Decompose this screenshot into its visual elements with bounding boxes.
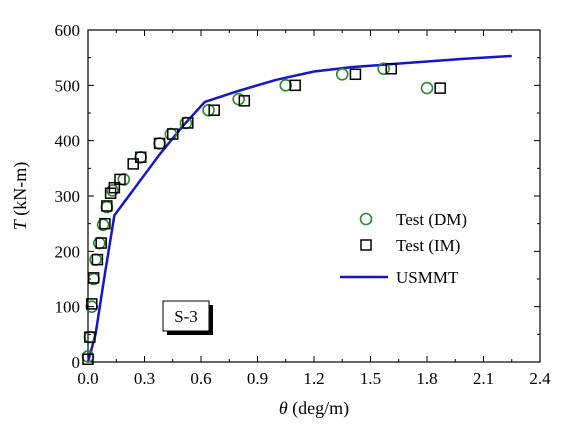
annotation-label: S-3 [174,307,198,326]
point-test-im [167,128,179,140]
point-test-dm [134,150,148,164]
x-axis-label: θ (deg/m) [279,398,349,419]
annotation-box: S-3 [162,300,213,335]
point-test-im [101,200,113,212]
legend-label-test-im: Test (IM) [396,236,460,255]
point-test-im [91,253,104,266]
point-test-im [182,117,194,129]
x-tick-label: 1.8 [416,369,437,388]
x-tick-label: 1.5 [360,369,381,388]
y-tick-label: 600 [55,21,81,40]
point-test-im [86,298,98,310]
legend-marker-test-dm [359,212,373,226]
y-tick-label: 300 [55,187,81,206]
y-tick-label: 400 [55,132,81,151]
point-test-dm [153,137,166,150]
plot-frame [87,29,541,363]
legend-label-usmmt: USMMT [396,268,459,287]
y-tick-label: 0 [72,353,81,372]
legend-marker-test-im [360,239,372,251]
point-test-dm [377,62,390,76]
point-test-im [434,82,446,94]
point-test-im [289,79,301,92]
x-axis-ticks: 0.0 0.3 0.6 0.9 1.2 1.5 1.8 2.1 2.4 [77,30,551,388]
x-tick-label: 1.2 [303,369,324,388]
point-test-im [114,173,126,186]
y-axis-label: T (kN-m) [10,162,31,231]
annotation-box-frame [162,300,210,332]
point-test-dm [420,81,434,95]
series-layer [81,54,512,365]
point-test-im [99,217,111,230]
y-axis-ticks: 0 100 200 300 400 500 600 [55,21,540,372]
y-tick-label: 100 [55,298,81,317]
point-test-im [87,272,100,284]
x-tick-label: 2.4 [529,369,551,388]
y-tick-label: 200 [55,242,81,261]
legend: Test (DM) Test (IM) USMMT [340,210,467,287]
point-test-im [153,137,166,150]
series-line-usmmt [86,54,512,363]
point-test-im [134,151,147,164]
point-test-im [208,104,220,116]
point-test-dm [279,79,293,92]
point-test-im [95,237,107,249]
point-test-im [385,62,397,75]
x-tick-label: 0.0 [77,369,98,388]
point-test-im [84,331,96,343]
x-tick-label: 0.3 [134,369,155,388]
point-test-im [82,353,94,365]
y-tick-label: 500 [55,76,81,95]
point-test-dm [335,67,349,81]
x-tick-label: 2.1 [473,369,494,388]
point-test-im [238,95,251,107]
point-test-im [127,158,139,170]
legend-label-test-dm: Test (DM) [396,210,467,229]
x-tick-label: 0.6 [190,369,211,388]
point-test-dm [106,184,119,197]
x-tick-label: 0.9 [247,369,268,388]
point-test-im [349,68,362,81]
